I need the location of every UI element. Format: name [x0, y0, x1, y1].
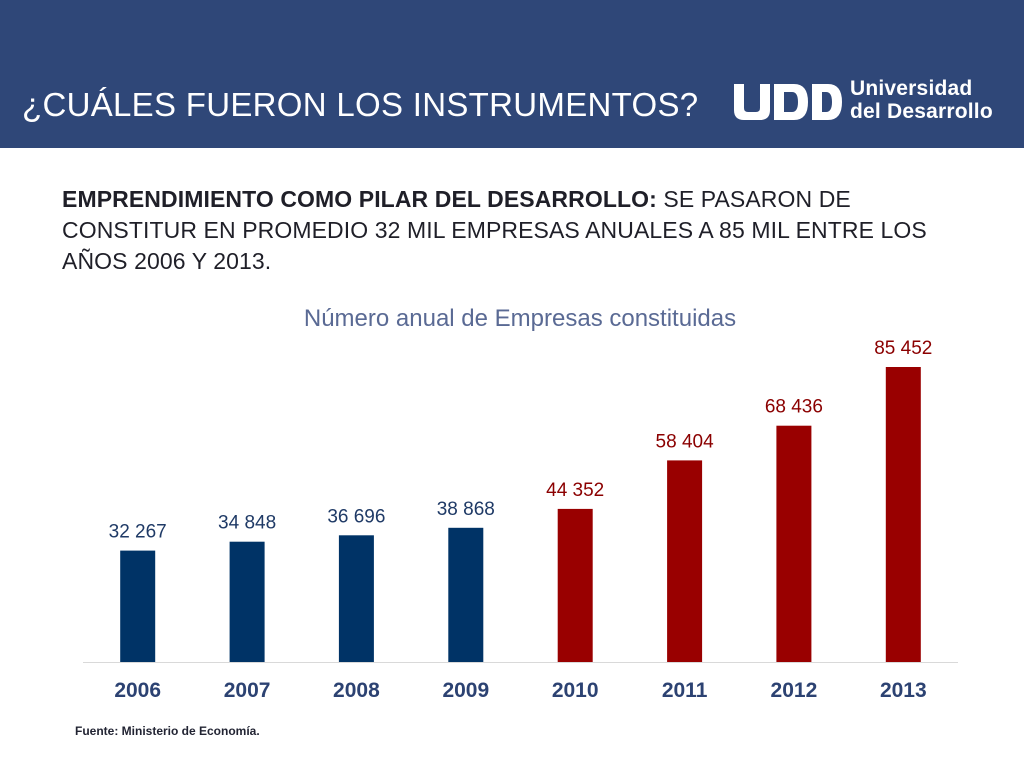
tick-label-2009: 2009: [442, 679, 489, 702]
bar-2010: [557, 508, 593, 662]
tick-label-2012: 2012: [771, 679, 818, 702]
headline-paragraph: EMPRENDIMIENTO COMO PILAR DEL DESARROLLO…: [62, 184, 982, 277]
tick-label-2013: 2013: [880, 679, 927, 702]
tick-label-2011: 2011: [662, 679, 708, 702]
data-label-2009: 38 868: [437, 499, 495, 520]
udd-logo-text: Universidad del Desarrollo: [850, 78, 993, 123]
data-label-2006: 32 267: [109, 522, 167, 543]
bar-2008: [338, 535, 374, 662]
bar-2009: [448, 527, 484, 662]
headline-text: SE PASARON DE CONSTITUR EN PROMEDIO 32 M…: [62, 186, 927, 274]
bar-2006: [120, 550, 156, 662]
data-label-2012: 68 436: [765, 397, 823, 418]
header-banner: ¿CUÁLES FUERON LOS INSTRUMENTOS? Univers…: [0, 0, 1024, 148]
data-label-2007: 34 848: [218, 513, 276, 534]
tick-label-2006: 2006: [114, 679, 161, 702]
bar-2007: [229, 541, 265, 662]
source-note: Fuente: Ministerio de Economía.: [75, 724, 260, 738]
page-title: ¿CUÁLES FUERON LOS INSTRUMENTOS?: [22, 86, 699, 123]
data-label-2011: 58 404: [656, 431, 715, 452]
data-label-2008: 36 696: [327, 506, 385, 527]
tick-label-2008: 2008: [333, 679, 380, 702]
tick-label-2007: 2007: [224, 679, 271, 702]
tick-label-2010: 2010: [552, 679, 599, 702]
logo-line-2: del Desarrollo: [850, 100, 993, 123]
logo-line-1: Universidad: [850, 77, 973, 100]
data-label-2013: 85 452: [874, 338, 932, 359]
bar-2013: [885, 367, 921, 662]
udd-logo-mark: [734, 84, 842, 120]
bar-2011: [667, 460, 703, 662]
data-label-2010: 44 352: [546, 480, 604, 501]
bar-2012: [776, 425, 812, 662]
headline-bold: EMPRENDIMIENTO COMO PILAR DEL DESARROLLO…: [62, 186, 657, 212]
chart-title: Número anual de Empresas constituidas: [303, 305, 737, 332]
